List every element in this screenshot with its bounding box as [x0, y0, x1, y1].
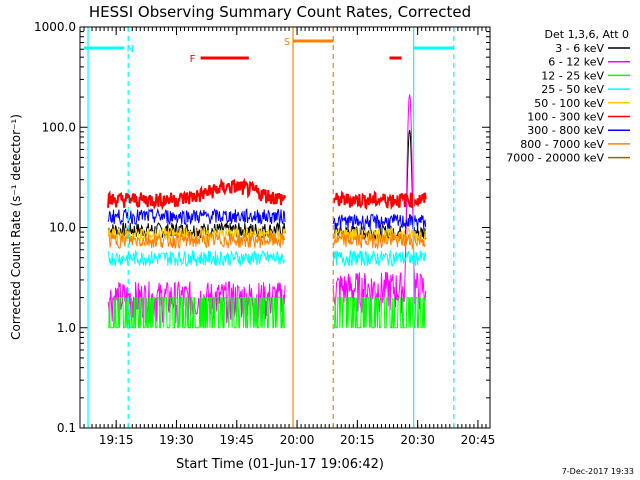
legend-label: 800 - 7000 keV [520, 138, 604, 151]
series-line [332, 190, 427, 211]
y-tick-label: 1000.0 [34, 20, 76, 34]
status-label: S [284, 37, 290, 48]
status-label: N [127, 44, 134, 55]
legend-label: 6 - 12 keV [548, 56, 604, 69]
y-tick-label: 100.0 [42, 120, 76, 134]
x-tick-label: 19:45 [219, 433, 254, 447]
axis-ticks-layer: 0.1 1.0 10.0 100.0 1000.0 19:15 19:30 19:45 20:0… [34, 20, 495, 447]
legend-label: 3 - 6 keV [555, 42, 604, 55]
series-line [107, 177, 286, 211]
x-axis-label: Start Time (01-Jun-17 19:06:42) [176, 457, 384, 472]
x-tick-label: 19:30 [159, 433, 194, 447]
series-line [333, 297, 426, 329]
x-tick-label: 20:00 [280, 433, 315, 447]
legend-label: 50 - 100 keV [534, 97, 604, 110]
legend-label: 300 - 800 keV [527, 124, 604, 137]
status-label: F [190, 54, 196, 65]
legend-label: 12 - 25 keV [541, 69, 604, 82]
series-line [107, 249, 286, 268]
legend-label: 7000 - 20000 keV [506, 152, 604, 165]
legend-header: Det 1,3,6, Att 0 [545, 28, 629, 41]
plot-frame [79, 26, 491, 429]
footer-date: 7-Dec-2017 19:33 [561, 467, 634, 476]
series-line [332, 226, 427, 245]
y-axis-label: Corrected Count Rate (s⁻¹ detector⁻¹) [9, 114, 23, 340]
chart-title: HESSI Observing Summary Count Rates, Cor… [89, 3, 471, 21]
legend-label: 25 - 50 keV [541, 83, 604, 96]
series-line [332, 249, 427, 267]
x-tick-label: 20:45 [461, 433, 496, 447]
x-tick-label: 19:15 [99, 433, 134, 447]
series-line [107, 231, 286, 250]
series-line [332, 213, 427, 232]
series-line [332, 232, 426, 250]
y-tick-label: 1.0 [57, 321, 76, 335]
y-tick-label: 10.0 [49, 221, 76, 235]
series-line [107, 207, 286, 226]
legend-label: 100 - 300 keV [527, 111, 604, 124]
x-tick-label: 20:30 [400, 433, 435, 447]
series-layer [107, 94, 427, 329]
series-line [108, 297, 285, 329]
x-tick-label: 20:15 [340, 433, 375, 447]
y-tick-label: 0.1 [57, 421, 76, 435]
annotation-layer: N F S [84, 27, 455, 428]
